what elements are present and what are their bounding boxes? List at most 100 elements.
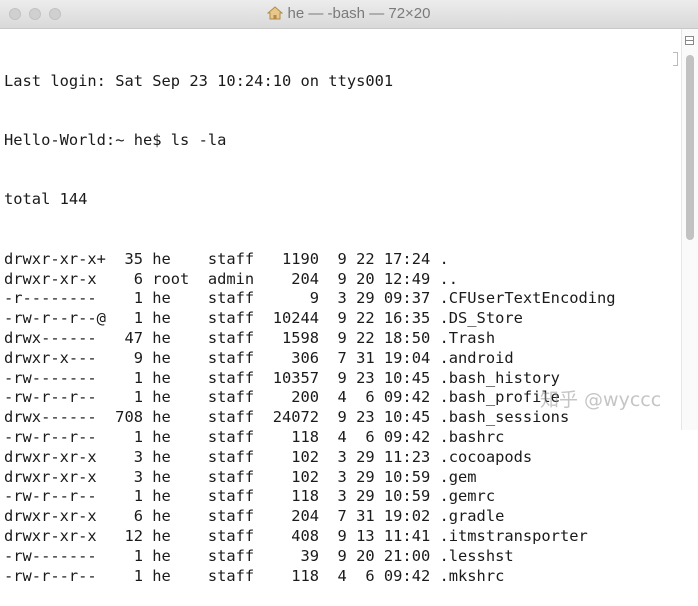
table-row: -rw-r--r-- 1 he staff 118 4 6 09:42 .mkshrc <box>4 567 625 587</box>
cell-name: .cocoapods <box>439 447 533 466</box>
cell-owner: he <box>152 467 171 486</box>
cell-group: staff <box>207 328 255 347</box>
cell-group: staff <box>207 427 255 446</box>
watermark: 知乎 @wyccc <box>540 389 662 411</box>
cell-group: staff <box>207 368 255 387</box>
cell-time: 21:00 <box>383 546 431 565</box>
table-row: -rw-r--r--@ 1 he staff 10244 9 22 16:35 .DS_Stor… <box>4 309 625 329</box>
cell-group: staff <box>207 309 255 328</box>
cell-day: 23 <box>356 368 375 387</box>
cell-month: 7 <box>337 348 347 367</box>
split-pane-icon[interactable] <box>685 36 694 45</box>
cell-owner: he <box>152 408 171 427</box>
cell-group: staff <box>207 289 255 308</box>
cell-month: 7 <box>337 507 347 526</box>
cell-owner: he <box>152 249 171 268</box>
cell-size: 1598 <box>281 328 320 347</box>
cell-links: 1 <box>133 566 143 585</box>
zoom-button[interactable] <box>49 8 61 20</box>
cell-name: .gemrc <box>439 487 496 506</box>
cell-month: 9 <box>337 249 347 268</box>
cell-day: 6 <box>365 427 375 446</box>
cell-perms: drwxr-xr-x+ <box>4 249 106 268</box>
table-row: -r-------- 1 he staff 9 3 29 09:37 .CFUserTextEn… <box>4 289 625 309</box>
cell-perms: -rw------- <box>4 368 97 387</box>
table-row: drwxr-xr-x 12 he staff 408 9 13 11:41 .itmstrans… <box>4 527 625 547</box>
cell-day: 20 <box>356 269 375 288</box>
cell-size: 118 <box>291 487 320 506</box>
cell-name: .itmstransporter <box>439 526 588 545</box>
cell-group: staff <box>207 526 255 545</box>
table-row: drwxr-xr-x 3 he staff 102 3 29 10:59 .gem <box>4 468 625 488</box>
cell-time: 09:42 <box>383 566 431 585</box>
cell-time: 11:41 <box>383 526 431 545</box>
cell-month: 9 <box>337 546 347 565</box>
cell-day: 6 <box>365 388 375 407</box>
cell-owner: he <box>152 328 171 347</box>
cell-month: 9 <box>337 328 347 347</box>
cell-size: 10244 <box>272 309 320 328</box>
table-row: -rw------- 1 he staff 10357 9 23 10:45 .bash_his… <box>4 369 625 389</box>
cell-owner: he <box>152 388 171 407</box>
cell-size: 9 <box>309 289 320 308</box>
cell-perms: -rw-r--r-- <box>4 566 97 585</box>
cell-links: 1 <box>133 368 143 387</box>
cell-time: 09:42 <box>383 388 431 407</box>
prompt-line: Hello-World:~ he$ ls -la <box>4 130 227 149</box>
cell-name: .gem <box>439 467 477 486</box>
cell-month: 9 <box>337 269 347 288</box>
cell-owner: he <box>152 507 171 526</box>
cell-owner: he <box>152 566 171 585</box>
cell-perms: -rw------- <box>4 546 97 565</box>
cell-day: 29 <box>356 487 375 506</box>
table-row: drwx------ 708 he staff 24072 9 23 10:45 .bash_s… <box>4 408 625 428</box>
cell-name: .android <box>439 348 514 367</box>
cell-day: 20 <box>356 546 375 565</box>
terminal-output[interactable]: Last login: Sat Sep 23 10:24:10 on ttys0… <box>4 32 625 606</box>
table-row: drwxr-xr-x+ 35 he staff 1190 9 22 17:24. <box>4 250 625 270</box>
cell-month: 3 <box>337 487 347 506</box>
title-bar: he — -bash — 72×20 <box>0 0 698 29</box>
cell-size: 24072 <box>272 408 320 427</box>
cell-owner: he <box>152 447 171 466</box>
cell-day: 31 <box>356 348 375 367</box>
cell-month: 3 <box>337 289 347 308</box>
cell-name: .mkshrc <box>439 566 505 585</box>
cell-month: 4 <box>337 388 347 407</box>
cell-links: 6 <box>133 269 143 288</box>
cell-owner: he <box>152 289 171 308</box>
minimize-button[interactable] <box>29 8 41 20</box>
cell-group: staff <box>207 487 255 506</box>
cell-group: staff <box>207 388 255 407</box>
cell-name: .Trash <box>439 328 496 347</box>
cell-time: 11:23 <box>383 447 431 466</box>
cell-owner: he <box>152 348 171 367</box>
cell-owner: he <box>152 546 171 565</box>
cell-group: staff <box>207 546 255 565</box>
cell-links: 3 <box>133 447 143 466</box>
table-row: -rw-r--r-- 1 he staff 118 3 29 10:59 .gemrc <box>4 487 625 507</box>
cell-size: 200 <box>291 388 320 407</box>
cell-time: 10:59 <box>383 467 431 486</box>
cell-size: 118 <box>291 427 320 446</box>
cell-name: .DS_Store <box>439 309 523 328</box>
table-row: drwxr-xr-x 6 he staff 204 7 31 19:02 .gradle <box>4 507 625 527</box>
cell-links: 1 <box>133 309 143 328</box>
cell-time: 09:37 <box>383 289 431 308</box>
cell-day: 31 <box>356 507 375 526</box>
cell-name: .gradle <box>439 507 505 526</box>
cell-month: 3 <box>337 447 347 466</box>
cell-perms: drwx------ <box>4 328 97 347</box>
table-row: drwxr-xr-x 3 he staff 102 3 29 11:23 .cocoapods <box>4 448 625 468</box>
cell-time: 10:45 <box>383 368 431 387</box>
scrollbar[interactable] <box>681 29 698 430</box>
cell-month: 3 <box>337 467 347 486</box>
close-button[interactable] <box>9 8 21 20</box>
cell-time: 18:50 <box>383 328 431 347</box>
scrollbar-thumb[interactable] <box>686 55 694 240</box>
cell-perms: -rw-r--r-- <box>4 487 97 506</box>
cell-name: .bash_history <box>439 368 560 387</box>
cell-links: 1 <box>133 487 143 506</box>
cell-owner: he <box>152 368 171 387</box>
cell-day: 22 <box>356 309 375 328</box>
